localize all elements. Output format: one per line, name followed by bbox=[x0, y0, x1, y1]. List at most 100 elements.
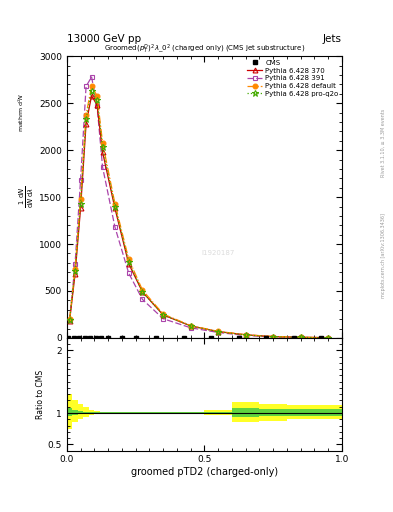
Text: I1920187: I1920187 bbox=[202, 250, 235, 257]
CMS bbox=[83, 335, 87, 341]
Pythia 6.428 pro-q2o bbox=[78, 201, 83, 207]
Pythia 6.428 default bbox=[127, 256, 131, 262]
Pythia 6.428 pro-q2o bbox=[298, 334, 303, 340]
Pythia 6.428 370 bbox=[326, 334, 331, 340]
Pythia 6.428 391 bbox=[95, 103, 99, 109]
Pythia 6.428 default bbox=[89, 83, 94, 90]
Pythia 6.428 370 bbox=[67, 318, 72, 324]
CMS bbox=[77, 335, 82, 341]
Pythia 6.428 pro-q2o bbox=[188, 323, 193, 329]
Pythia 6.428 pro-q2o bbox=[243, 332, 248, 338]
Pythia 6.428 default bbox=[67, 316, 72, 322]
X-axis label: groomed pTD2 (charged-only): groomed pTD2 (charged-only) bbox=[131, 467, 278, 477]
Pythia 6.428 370 bbox=[73, 271, 77, 277]
Text: Rivet 3.1.10, ≥ 3.3M events: Rivet 3.1.10, ≥ 3.3M events bbox=[381, 109, 386, 178]
Pythia 6.428 pro-q2o bbox=[95, 97, 99, 103]
Pythia 6.428 pro-q2o bbox=[326, 335, 331, 341]
Pythia 6.428 pro-q2o bbox=[140, 289, 145, 295]
Pythia 6.428 default bbox=[216, 328, 220, 334]
Pythia 6.428 391 bbox=[298, 334, 303, 340]
CMS bbox=[99, 335, 104, 341]
Pythia 6.428 default bbox=[140, 287, 145, 293]
CMS bbox=[264, 335, 269, 341]
Pythia 6.428 default bbox=[298, 334, 303, 340]
Pythia 6.428 391 bbox=[73, 261, 77, 267]
Pythia 6.428 pro-q2o bbox=[216, 329, 220, 335]
CMS bbox=[237, 335, 241, 341]
Pythia 6.428 default bbox=[188, 323, 193, 329]
CMS bbox=[88, 335, 93, 341]
Text: 13000 GeV pp: 13000 GeV pp bbox=[67, 33, 141, 44]
Pythia 6.428 370 bbox=[140, 289, 145, 295]
Pythia 6.428 default bbox=[243, 332, 248, 338]
Pythia 6.428 370 bbox=[89, 93, 94, 99]
CMS bbox=[292, 335, 296, 341]
Pythia 6.428 370 bbox=[298, 334, 303, 340]
Pythia 6.428 default bbox=[78, 196, 83, 202]
Pythia 6.428 pro-q2o bbox=[73, 268, 77, 274]
CMS bbox=[119, 335, 124, 341]
Pythia 6.428 default bbox=[73, 266, 77, 272]
Pythia 6.428 default bbox=[326, 334, 331, 340]
Pythia 6.428 391 bbox=[113, 224, 118, 230]
Line: Pythia 6.428 391: Pythia 6.428 391 bbox=[67, 75, 331, 340]
Pythia 6.428 391 bbox=[127, 270, 131, 276]
Pythia 6.428 391 bbox=[100, 164, 105, 170]
Pythia 6.428 391 bbox=[140, 296, 145, 303]
Legend: CMS, Pythia 6.428 370, Pythia 6.428 391, Pythia 6.428 default, Pythia 6.428 pro-: CMS, Pythia 6.428 370, Pythia 6.428 391,… bbox=[246, 58, 340, 98]
Pythia 6.428 default bbox=[100, 140, 105, 146]
Pythia 6.428 391 bbox=[84, 83, 88, 90]
Pythia 6.428 pro-q2o bbox=[100, 144, 105, 151]
Pythia 6.428 391 bbox=[78, 177, 83, 183]
Pythia 6.428 pro-q2o bbox=[271, 334, 275, 340]
Text: mcplots.cern.ch [arXiv:1306.3436]: mcplots.cern.ch [arXiv:1306.3436] bbox=[381, 214, 386, 298]
Pythia 6.428 370 bbox=[95, 102, 99, 108]
Pythia 6.428 370 bbox=[113, 205, 118, 211]
Pythia 6.428 default bbox=[161, 311, 165, 317]
Y-axis label: Ratio to CMS: Ratio to CMS bbox=[36, 370, 45, 419]
Pythia 6.428 391 bbox=[326, 335, 331, 341]
CMS bbox=[133, 335, 138, 341]
CMS bbox=[106, 335, 110, 341]
Text: Jets: Jets bbox=[323, 33, 342, 44]
CMS bbox=[209, 335, 214, 341]
CMS bbox=[154, 335, 159, 341]
Pythia 6.428 370 bbox=[100, 149, 105, 155]
Pythia 6.428 391 bbox=[243, 332, 248, 338]
Pythia 6.428 370 bbox=[271, 333, 275, 339]
Pythia 6.428 pro-q2o bbox=[67, 316, 72, 323]
Pythia 6.428 370 bbox=[243, 332, 248, 338]
Pythia 6.428 370 bbox=[127, 261, 131, 267]
Pythia 6.428 default bbox=[113, 201, 118, 207]
Pythia 6.428 pro-q2o bbox=[127, 259, 131, 265]
Pythia 6.428 pro-q2o bbox=[161, 312, 165, 318]
Pythia 6.428 default bbox=[95, 93, 99, 99]
CMS bbox=[66, 335, 71, 341]
Pythia 6.428 pro-q2o bbox=[84, 116, 88, 122]
CMS bbox=[319, 335, 324, 341]
Pythia 6.428 default bbox=[271, 333, 275, 339]
Pythia 6.428 pro-q2o bbox=[113, 203, 118, 209]
CMS bbox=[182, 335, 186, 341]
CMS bbox=[72, 335, 76, 341]
Line: Pythia 6.428 pro-q2o: Pythia 6.428 pro-q2o bbox=[66, 88, 331, 341]
Pythia 6.428 370 bbox=[161, 312, 165, 318]
Line: CMS: CMS bbox=[66, 336, 323, 340]
Pythia 6.428 default bbox=[84, 112, 88, 118]
Title: Groomed$(p_T^D)^2\lambda\_0^2$ (charged only) (CMS jet substructure): Groomed$(p_T^D)^2\lambda\_0^2$ (charged … bbox=[104, 43, 305, 56]
Line: Pythia 6.428 370: Pythia 6.428 370 bbox=[67, 93, 331, 340]
Text: $\mathrm{mathrm\,d}^2 N$: $\mathrm{mathrm\,d}^2 N$ bbox=[17, 93, 26, 133]
Pythia 6.428 391 bbox=[271, 334, 275, 340]
Pythia 6.428 391 bbox=[188, 325, 193, 331]
Pythia 6.428 370 bbox=[216, 329, 220, 335]
Pythia 6.428 391 bbox=[67, 317, 72, 323]
Pythia 6.428 pro-q2o bbox=[89, 88, 94, 94]
Pythia 6.428 391 bbox=[161, 315, 165, 322]
Line: Pythia 6.428 default: Pythia 6.428 default bbox=[67, 84, 331, 340]
Y-axis label: $\frac{1}{\mathrm{d}N}\frac{\mathrm{d}N}{\mathrm{d}\lambda}$: $\frac{1}{\mathrm{d}N}\frac{\mathrm{d}N}… bbox=[18, 186, 36, 208]
Pythia 6.428 391 bbox=[89, 74, 94, 80]
Pythia 6.428 370 bbox=[188, 323, 193, 329]
Pythia 6.428 370 bbox=[84, 121, 88, 127]
Pythia 6.428 370 bbox=[78, 205, 83, 211]
CMS bbox=[94, 335, 98, 341]
